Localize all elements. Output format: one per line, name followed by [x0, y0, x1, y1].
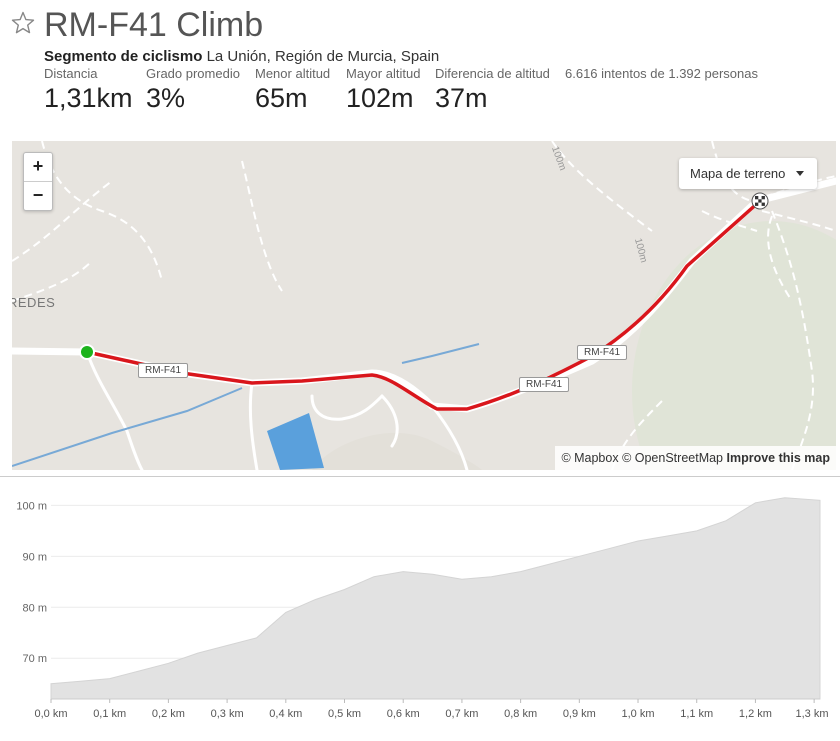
road-label: RM-F41	[138, 363, 189, 378]
map-canvas[interactable]	[12, 141, 836, 470]
map-type-dropdown[interactable]: Mapa de terreno	[679, 158, 817, 189]
zoom-control: + −	[23, 152, 53, 211]
page-title: RM-F41 Climb	[44, 6, 264, 44]
y-tick-label: 70 m	[23, 653, 47, 665]
stat-highest-elevation: Mayor altitud 102m	[346, 66, 420, 114]
elevation-profile[interactable]: 70 m 80 m 90 m 100 m 0,0 km 0,1 km 0,2 km 0,3 …	[0, 476, 840, 741]
segment-type: Segmento de ciclismo	[44, 48, 203, 65]
stat-label: Grado promedio	[146, 66, 240, 81]
start-marker-icon[interactable]	[79, 344, 95, 360]
caret-down-icon	[796, 171, 804, 176]
zoom-out-button[interactable]: −	[24, 181, 52, 210]
mapbox-attribution-link[interactable]: © Mapbox	[561, 451, 619, 465]
stat-elevation-difference: Diferencia de altitud 37m	[435, 66, 550, 114]
x-tick-label: 0,6 km	[387, 708, 420, 720]
elevation-chart[interactable]: 70 m 80 m 90 m 100 m 0,0 km 0,1 km 0,2 km 0,3 …	[0, 477, 840, 741]
stat-value: 1,31km	[44, 83, 133, 113]
x-tick-label: 0,0 km	[34, 708, 67, 720]
stat-lowest-elevation: Menor altitud 65m	[255, 66, 330, 114]
improve-map-link[interactable]: Improve this map	[726, 451, 831, 465]
segment-subtitle: Segmento de ciclismo La Unión, Región de…	[44, 48, 439, 65]
stat-value: 102m	[346, 83, 414, 113]
segment-location: La Unión, Región de Murcia, Spain	[206, 48, 440, 65]
x-tick-label: 0,5 km	[328, 708, 361, 720]
stat-label: Mayor altitud	[346, 66, 421, 81]
y-tick-label: 90 m	[23, 551, 47, 563]
x-tick-label: 0,2 km	[152, 708, 185, 720]
stat-average-grade: Grado promedio 3%	[146, 66, 240, 114]
stat-distance: Distancia 1,31km	[44, 66, 133, 114]
stat-value: 37m	[435, 83, 488, 113]
x-tick-label: 1,1 km	[680, 708, 713, 720]
y-tick-label: 80 m	[23, 602, 47, 614]
elevation-area	[50, 497, 821, 700]
x-tick-label: 1,0 km	[622, 708, 655, 720]
x-tick-label: 0,1 km	[93, 708, 126, 720]
osm-attribution-link[interactable]: © OpenStreetMap	[622, 451, 724, 465]
x-tick-label: 0,3 km	[211, 708, 244, 720]
x-tick-label: 0,7 km	[445, 708, 478, 720]
route-line	[85, 199, 762, 411]
road-label: RM-F41	[577, 345, 628, 360]
star-icon[interactable]	[11, 11, 35, 35]
x-tick-label: 1,2 km	[739, 708, 772, 720]
checkered-flag-icon[interactable]	[751, 192, 769, 210]
stat-label: Diferencia de altitud	[435, 66, 550, 81]
x-tick-label: 0,4 km	[269, 708, 302, 720]
road-label: RM-F41	[519, 377, 570, 392]
stat-value: 65m	[255, 83, 308, 113]
map-attribution: © Mapbox © OpenStreetMap Improve this ma…	[555, 446, 836, 470]
attempts-count: 6.616 intentos de 1.392 personas	[565, 66, 758, 81]
map-type-label: Mapa de terreno	[690, 166, 786, 181]
x-tick-label: 1,3 km	[795, 708, 828, 720]
map-place-label: REDES	[12, 295, 56, 310]
stat-label: Distancia	[44, 66, 98, 81]
stat-value: 3%	[146, 83, 186, 113]
x-tick-label: 0,8 km	[504, 708, 537, 720]
zoom-in-button[interactable]: +	[32, 156, 44, 176]
stat-label: Menor altitud	[255, 66, 331, 81]
x-tick-label: 0,9 km	[563, 708, 596, 720]
y-tick-label: 100 m	[16, 500, 47, 512]
segment-map[interactable]: + − REDES RM-F41 RM-F41 RM-F41 100m 100m…	[12, 141, 836, 470]
